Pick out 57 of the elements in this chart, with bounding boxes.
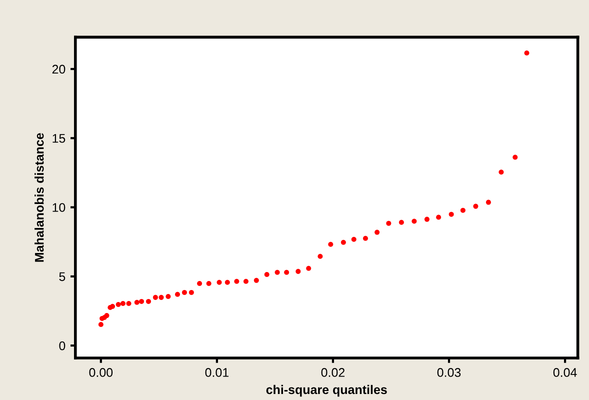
point — [374, 230, 380, 235]
y-axis-title: Mahalanobis distance — [34, 133, 44, 262]
point — [120, 301, 126, 306]
point — [206, 280, 212, 286]
point — [362, 236, 368, 241]
point — [197, 280, 202, 286]
point — [182, 290, 187, 295]
point — [424, 216, 430, 222]
point — [234, 278, 240, 284]
point — [110, 304, 116, 309]
point — [139, 298, 144, 304]
point — [412, 218, 417, 224]
point — [264, 272, 270, 277]
point — [460, 208, 466, 213]
point — [254, 278, 259, 283]
point — [274, 270, 280, 275]
point — [340, 240, 346, 245]
point — [436, 214, 442, 220]
point — [284, 270, 290, 275]
point — [104, 313, 110, 318]
y-tick-label: 10 — [52, 203, 66, 212]
point — [318, 254, 323, 259]
point — [524, 50, 530, 56]
point — [152, 294, 158, 300]
point — [512, 154, 518, 160]
point — [448, 212, 454, 217]
x-tick-label: 0.00 — [89, 368, 113, 377]
point — [146, 298, 151, 304]
point — [216, 280, 222, 285]
point — [166, 294, 171, 299]
x-tick-label: 0.03 — [437, 368, 461, 377]
y-tick-label: 5 — [59, 272, 66, 282]
point — [126, 301, 132, 306]
x-tick-label: 0.04 — [553, 368, 577, 377]
point — [306, 266, 312, 271]
point — [473, 204, 478, 209]
x-tick-label: 0.01 — [205, 368, 229, 377]
y-tick-label: 20 — [52, 64, 66, 74]
point — [158, 294, 164, 300]
point — [328, 242, 334, 247]
point — [486, 200, 491, 205]
point — [351, 236, 356, 242]
y-tick-label: 15 — [52, 134, 66, 143]
point — [498, 170, 504, 175]
x-tick-label: 0.02 — [321, 368, 345, 377]
y-tick-label: 0 — [59, 341, 66, 350]
point — [386, 220, 392, 226]
point — [174, 292, 180, 297]
point — [188, 290, 194, 295]
point — [296, 268, 301, 274]
point — [398, 220, 404, 225]
x-axis-title: chi-square quantiles — [266, 384, 387, 397]
point — [224, 280, 230, 285]
point — [116, 302, 121, 307]
point — [134, 300, 140, 305]
point — [243, 278, 248, 284]
point — [98, 322, 104, 328]
